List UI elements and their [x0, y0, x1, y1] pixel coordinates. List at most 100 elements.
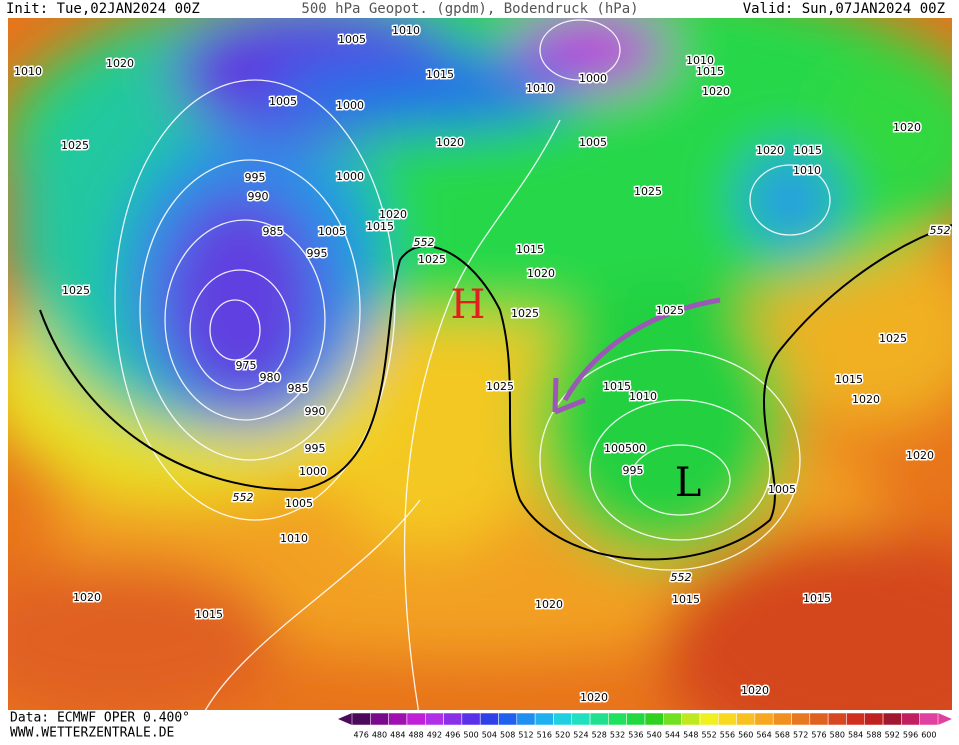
- isobar-label: 1015: [835, 373, 863, 386]
- site: WWW.WETTERZENTRALE.DE: [10, 726, 174, 741]
- scale-swatch: [846, 712, 865, 726]
- isobar-label: 1015: [516, 243, 544, 256]
- isobar-label: 1015: [696, 65, 724, 78]
- isobar-label: 1025: [634, 185, 662, 198]
- isobar-label: 1010: [686, 54, 714, 67]
- scale-label: 476: [354, 731, 369, 740]
- scale-label: 572: [793, 731, 808, 740]
- geopotential-label: 552: [414, 236, 435, 249]
- low-center: L: [675, 460, 702, 506]
- scale-swatch: [425, 712, 444, 726]
- geopotential-label: 552: [930, 224, 951, 237]
- isobar-label: 1020: [106, 57, 134, 70]
- scale-label: 560: [738, 731, 753, 740]
- isobar-label: 1015: [426, 68, 454, 81]
- scale-swatch: [791, 712, 811, 726]
- arrow: [562, 297, 721, 402]
- scale-swatch: [589, 712, 609, 726]
- isobar-label: 1025: [511, 307, 539, 320]
- isobar-label: 1025: [656, 304, 684, 317]
- isobar-label: 1020: [527, 267, 555, 280]
- isobar-label: 1025: [879, 332, 907, 345]
- isobar-label: 1000: [336, 99, 364, 112]
- scale-label: 484: [390, 731, 405, 740]
- isobar-label: 1010: [526, 82, 554, 95]
- scale-label: 532: [610, 731, 625, 740]
- isobar-label: 1005: [269, 95, 297, 108]
- scale-swatch: [406, 712, 426, 726]
- scale-label: 508: [500, 731, 515, 740]
- isobar-label: 1000: [336, 170, 364, 183]
- scale-swatch: [370, 712, 389, 726]
- scale-label: 544: [665, 731, 680, 740]
- geopotential-label: 552: [233, 491, 254, 504]
- isobar-label: 1015: [672, 593, 700, 606]
- scale-swatch: [626, 712, 646, 726]
- isobar-label: 1020: [852, 393, 880, 406]
- isobar-label: 1020: [436, 136, 464, 149]
- isobar-label: 1020: [756, 144, 784, 157]
- isobar-label: 1005: [285, 497, 313, 510]
- scale-label: 588: [866, 731, 881, 740]
- scale-swatch: [718, 712, 737, 726]
- scale-swatch: [534, 712, 554, 726]
- isobar-label: 990: [248, 190, 269, 203]
- scale-swatch: [699, 712, 719, 726]
- isobar-label: 995: [307, 247, 328, 260]
- scale-label: 540: [647, 731, 662, 740]
- scale-swatch: [479, 712, 499, 726]
- isobar-label: 1025: [61, 139, 89, 152]
- isobar-label: 1015: [603, 380, 631, 393]
- isobar-label: 1010: [793, 164, 821, 177]
- isobar-label: 1020: [73, 591, 101, 604]
- scale-swatch: [864, 712, 884, 726]
- isobar-label: 975: [236, 359, 257, 372]
- isobar-label: 1010: [280, 532, 308, 545]
- isobar-label: 1020: [702, 85, 730, 98]
- valid-time: Valid: Sun,07JAN2024 00Z: [743, 1, 945, 17]
- isobar-label: 995: [623, 464, 644, 477]
- isobar-label: 1015: [803, 592, 831, 605]
- isobar-label: 1020: [906, 449, 934, 462]
- init-time: Init: Tue,02JAN2024 00Z: [6, 1, 200, 17]
- scale-label: 524: [573, 731, 588, 740]
- 552-contour: [39, 224, 952, 561]
- isobar-label: 1020: [379, 208, 407, 221]
- isobar-label: 985: [288, 382, 309, 395]
- map-title: 500 hPa Geopot. (gpdm), Bodendruck (hPa): [301, 1, 638, 17]
- scale-label: 516: [537, 731, 552, 740]
- isobar-label: 985: [263, 225, 284, 238]
- isobar-label: 1010: [392, 24, 420, 37]
- scale-swatch: [644, 712, 664, 726]
- scale-swatch: [736, 712, 756, 726]
- scale-label: 500: [463, 731, 478, 740]
- isobar-label: 1020: [535, 598, 563, 611]
- isobar-label: 1015: [366, 220, 394, 233]
- scale-swatch: [498, 712, 518, 726]
- scale-arrow-right: [938, 713, 952, 725]
- high-center: H: [451, 282, 486, 328]
- isobar-label: 1015: [794, 144, 822, 157]
- scale-arrow-left: [338, 713, 352, 725]
- arrow-head: [552, 377, 586, 415]
- scale-label: 496: [445, 731, 460, 740]
- isobar-label: 1015: [195, 608, 223, 621]
- scale-swatch: [608, 712, 627, 726]
- scale-swatch: [919, 712, 939, 726]
- scale-swatch: [772, 712, 792, 726]
- scale-swatch: [388, 712, 408, 726]
- isobar-label: 100500: [604, 442, 646, 455]
- isobar-label: 1025: [62, 284, 90, 297]
- scale-swatch: [553, 712, 572, 726]
- isobar-label: 1005: [318, 225, 346, 238]
- scale-swatch: [809, 712, 829, 726]
- scale-swatch: [571, 712, 591, 726]
- scale-label: 564: [756, 731, 771, 740]
- isobar-label: 990: [305, 405, 326, 418]
- isobar-label: 1025: [486, 380, 514, 393]
- scale-swatch: [663, 712, 682, 726]
- scale-label: 492: [427, 731, 442, 740]
